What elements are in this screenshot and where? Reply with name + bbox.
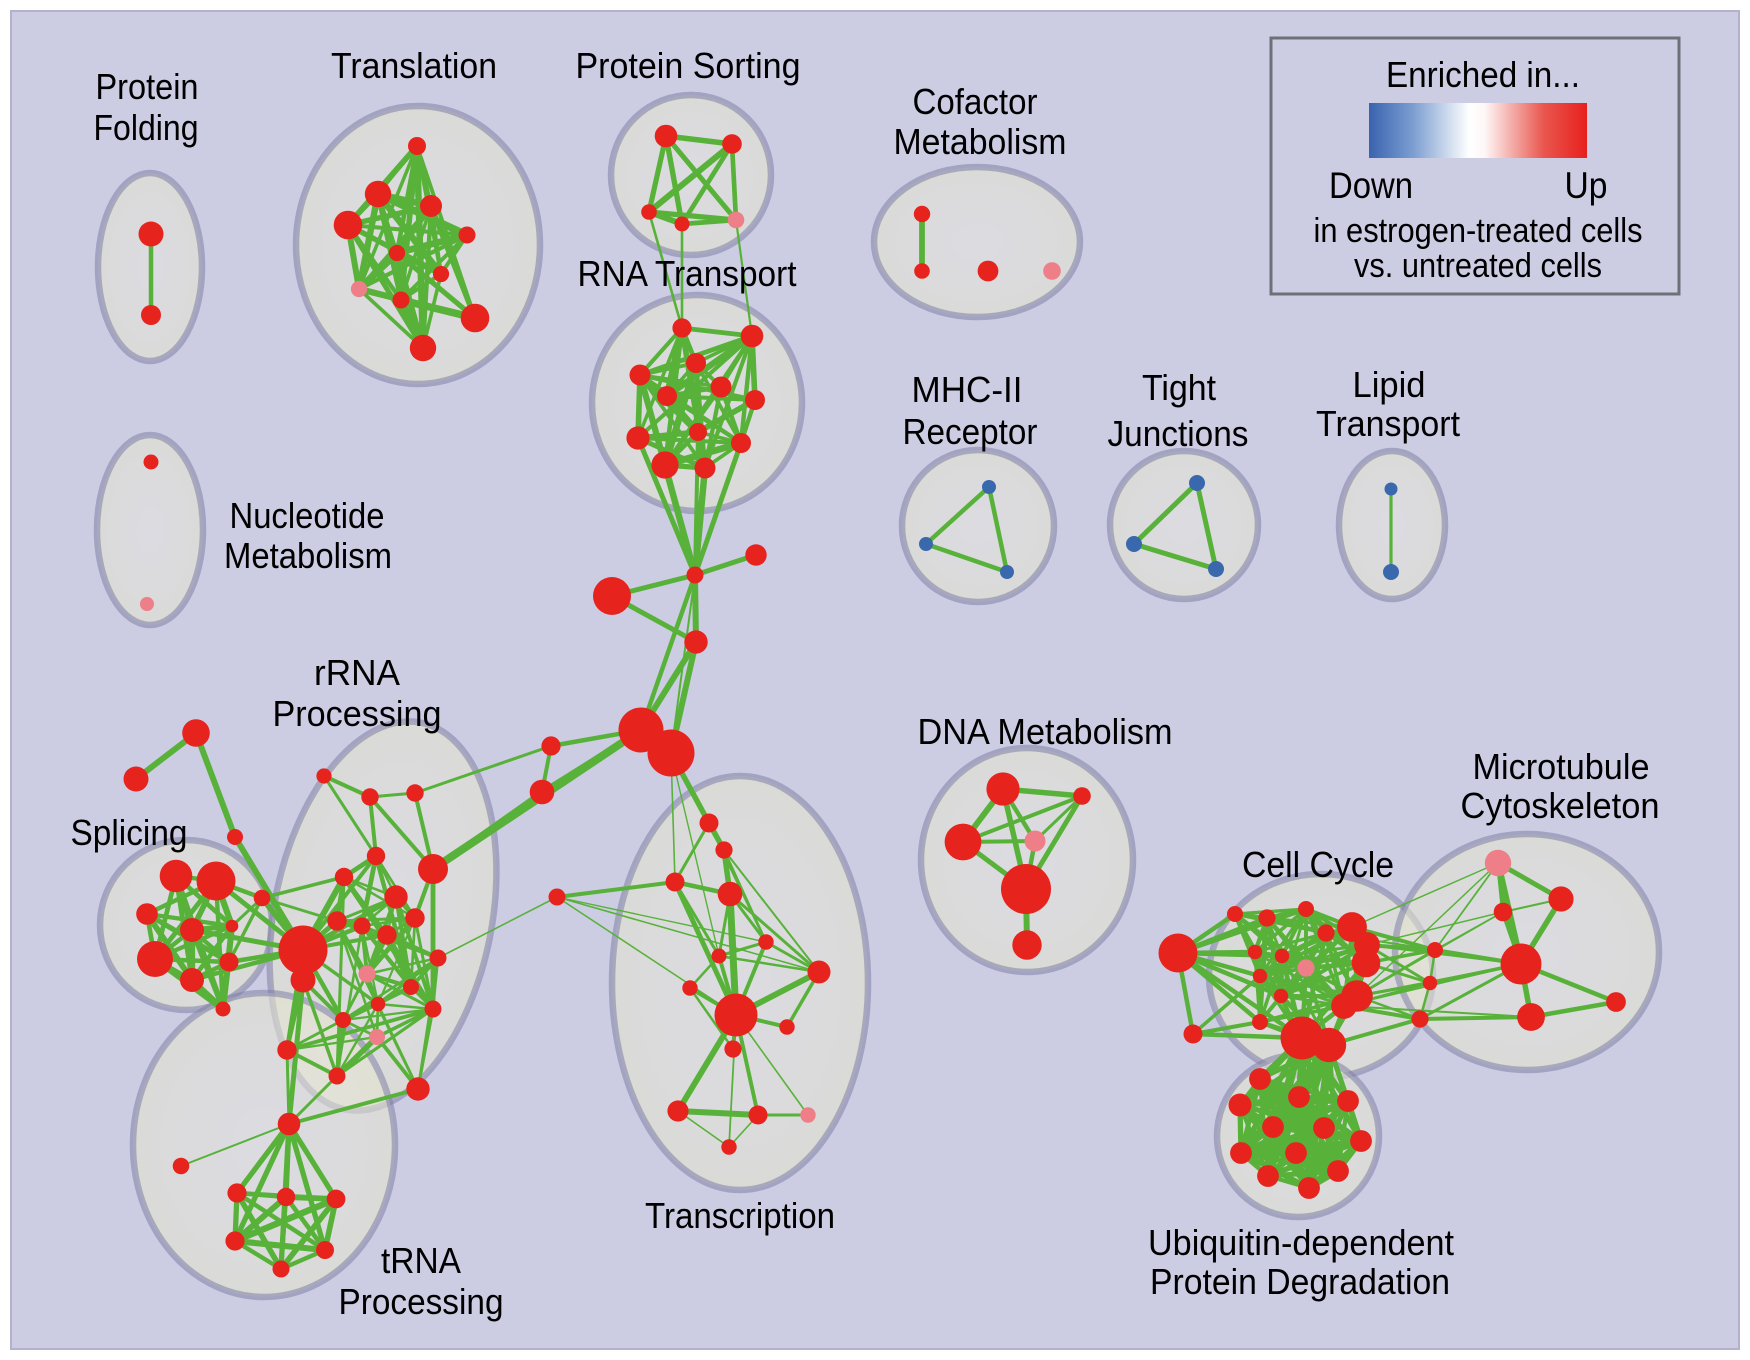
svg-text:Lipid: Lipid bbox=[1353, 364, 1426, 405]
svg-text:Up: Up bbox=[1565, 165, 1608, 206]
svg-text:Protein Sorting: Protein Sorting bbox=[576, 45, 801, 86]
svg-text:Protein Degradation: Protein Degradation bbox=[1150, 1261, 1450, 1302]
svg-text:Down: Down bbox=[1329, 165, 1413, 206]
svg-text:Metabolism: Metabolism bbox=[224, 535, 392, 576]
svg-text:RNA Transport: RNA Transport bbox=[578, 253, 797, 294]
svg-text:Enriched in...: Enriched in... bbox=[1386, 54, 1580, 95]
svg-text:Ubiquitin-dependent: Ubiquitin-dependent bbox=[1148, 1222, 1454, 1263]
svg-text:Cell Cycle: Cell Cycle bbox=[1242, 844, 1394, 885]
svg-text:rRNA: rRNA bbox=[314, 652, 400, 693]
svg-text:Processing: Processing bbox=[273, 693, 442, 734]
svg-text:Cofactor: Cofactor bbox=[913, 81, 1038, 122]
svg-text:tRNA: tRNA bbox=[381, 1240, 461, 1281]
svg-text:in estrogen-treated cells: in estrogen-treated cells bbox=[1314, 212, 1643, 250]
svg-text:vs. untreated cells: vs. untreated cells bbox=[1354, 247, 1602, 285]
svg-text:Protein: Protein bbox=[96, 66, 199, 107]
svg-text:Translation: Translation bbox=[331, 45, 497, 86]
svg-text:Tight: Tight bbox=[1142, 367, 1216, 408]
svg-text:Nucleotide: Nucleotide bbox=[230, 495, 385, 536]
svg-text:Folding: Folding bbox=[94, 107, 199, 148]
svg-text:MHC-II: MHC-II bbox=[912, 369, 1023, 410]
svg-text:Processing: Processing bbox=[339, 1281, 504, 1322]
svg-text:Junctions: Junctions bbox=[1108, 413, 1249, 454]
svg-text:Microtubule: Microtubule bbox=[1473, 746, 1650, 787]
svg-text:Receptor: Receptor bbox=[903, 411, 1038, 452]
svg-text:Transcription: Transcription bbox=[645, 1195, 835, 1236]
svg-text:Splicing: Splicing bbox=[71, 812, 188, 853]
svg-text:Metabolism: Metabolism bbox=[894, 121, 1067, 162]
svg-text:Cytoskeleton: Cytoskeleton bbox=[1461, 785, 1660, 826]
svg-text:DNA Metabolism: DNA Metabolism bbox=[918, 711, 1173, 752]
svg-text:Transport: Transport bbox=[1316, 403, 1460, 444]
